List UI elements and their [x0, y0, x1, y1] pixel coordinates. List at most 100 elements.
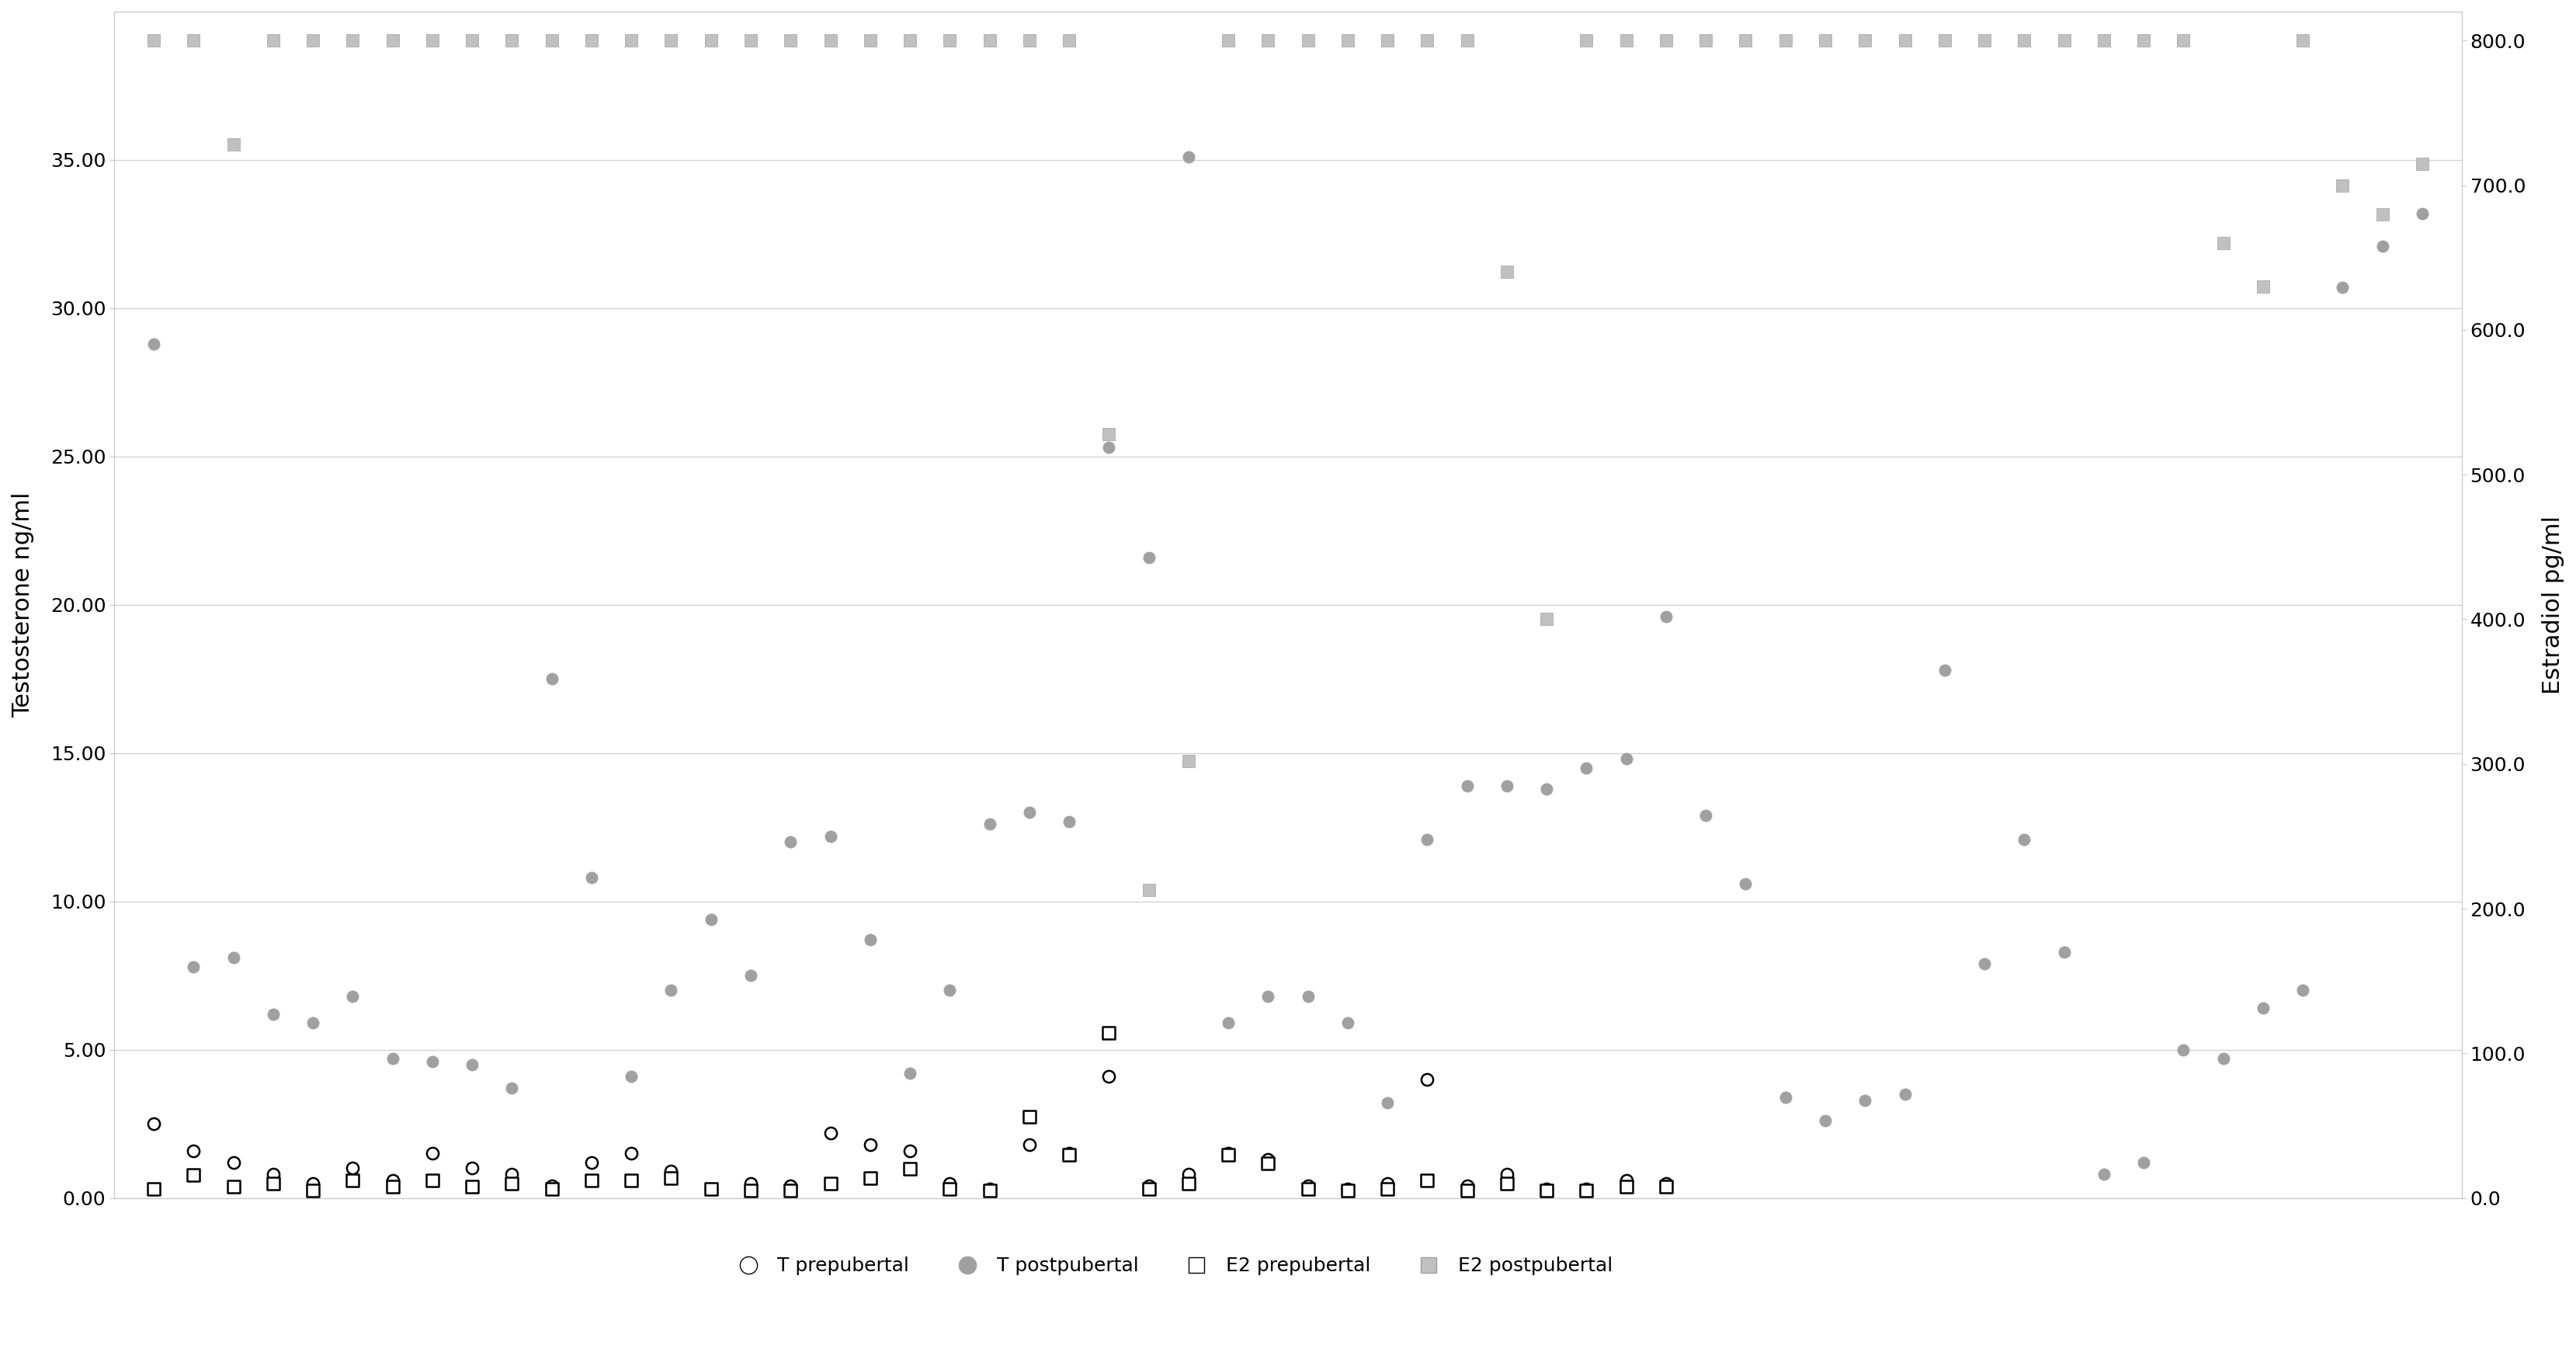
Point [173, 956, 214, 978]
Point [1048, 1142, 1090, 1164]
Y-axis label: Estradiol pg/ml: Estradiol pg/ml [2543, 515, 2563, 694]
Point [1368, 1172, 1409, 1194]
Point [1010, 30, 1051, 52]
Point [2202, 232, 2244, 254]
Point [729, 30, 770, 52]
Point [1288, 985, 1329, 1007]
Point [969, 1177, 1010, 1199]
Point [492, 1078, 533, 1100]
Point [1726, 873, 1767, 895]
Point [531, 1179, 572, 1201]
Point [1646, 1176, 1687, 1198]
Point [134, 30, 175, 52]
Point [2241, 997, 2282, 1019]
Point [1247, 985, 1288, 1007]
Point [572, 866, 613, 888]
Point [1208, 1012, 1249, 1034]
Point [690, 1179, 732, 1201]
Point [1566, 1177, 1607, 1199]
Point [1486, 1164, 1528, 1186]
Point [371, 1048, 412, 1070]
Point [1844, 1089, 1886, 1111]
Point [1128, 1175, 1170, 1197]
Point [294, 1180, 335, 1202]
Point [294, 1012, 335, 1034]
Point [770, 30, 811, 52]
Point [492, 1172, 533, 1194]
Point [1087, 1022, 1128, 1044]
Point [252, 30, 294, 52]
Point [889, 1158, 930, 1180]
Point [2362, 204, 2403, 225]
Point [1327, 1180, 1368, 1202]
Point [492, 1164, 533, 1186]
Point [2084, 1164, 2125, 1186]
Point [1924, 30, 1965, 52]
Point [1605, 749, 1646, 770]
Point [1208, 30, 1249, 52]
Point [2362, 235, 2403, 257]
Point [770, 831, 811, 852]
Point [2241, 276, 2282, 298]
Point [1685, 805, 1726, 826]
Point [1327, 1012, 1368, 1034]
Point [451, 1053, 492, 1075]
Point [690, 30, 732, 52]
Point [889, 1139, 930, 1161]
Point [332, 1169, 374, 1191]
Point [134, 1179, 175, 1201]
Point [611, 30, 652, 52]
Point [809, 30, 850, 52]
Point [1288, 1179, 1329, 1201]
Point [1048, 1143, 1090, 1165]
Point [1566, 1180, 1607, 1202]
Point [969, 1180, 1010, 1202]
Point [572, 1152, 613, 1173]
Point [1208, 1143, 1249, 1165]
Point [1448, 775, 1489, 796]
Point [770, 1180, 811, 1202]
Point [1646, 30, 1687, 52]
Point [2321, 175, 2362, 197]
Point [1288, 1175, 1329, 1197]
Point [1247, 1153, 1288, 1175]
Point [850, 929, 891, 951]
Point [214, 1176, 255, 1198]
Point [451, 1157, 492, 1179]
Point [2164, 1038, 2205, 1060]
Point [729, 1180, 770, 1202]
Point [930, 979, 971, 1001]
Point [652, 30, 693, 52]
Point [611, 1169, 652, 1191]
Point [2401, 202, 2442, 224]
Point [2321, 276, 2362, 298]
Point [2282, 979, 2324, 1001]
Point [729, 964, 770, 986]
Point [1646, 605, 1687, 627]
Point [1368, 1093, 1409, 1115]
Point [412, 30, 453, 52]
Point [1247, 1149, 1288, 1171]
Point [1566, 30, 1607, 52]
Point [214, 947, 255, 968]
Point [1646, 1172, 1687, 1194]
Point [1327, 1177, 1368, 1199]
Point [252, 1172, 294, 1194]
Point [652, 1167, 693, 1188]
Point [2282, 30, 2324, 52]
Point [1605, 30, 1646, 52]
Point [690, 1177, 732, 1199]
Point [850, 30, 891, 52]
Point [451, 1176, 492, 1198]
Point [1128, 878, 1170, 900]
Point [1406, 828, 1448, 850]
Point [930, 30, 971, 52]
Point [173, 1164, 214, 1186]
Point [850, 1134, 891, 1156]
Point [531, 1175, 572, 1197]
Point [1525, 608, 1566, 630]
Point [572, 1169, 613, 1191]
Point [294, 30, 335, 52]
Point [134, 333, 175, 355]
Point [1368, 30, 1409, 52]
